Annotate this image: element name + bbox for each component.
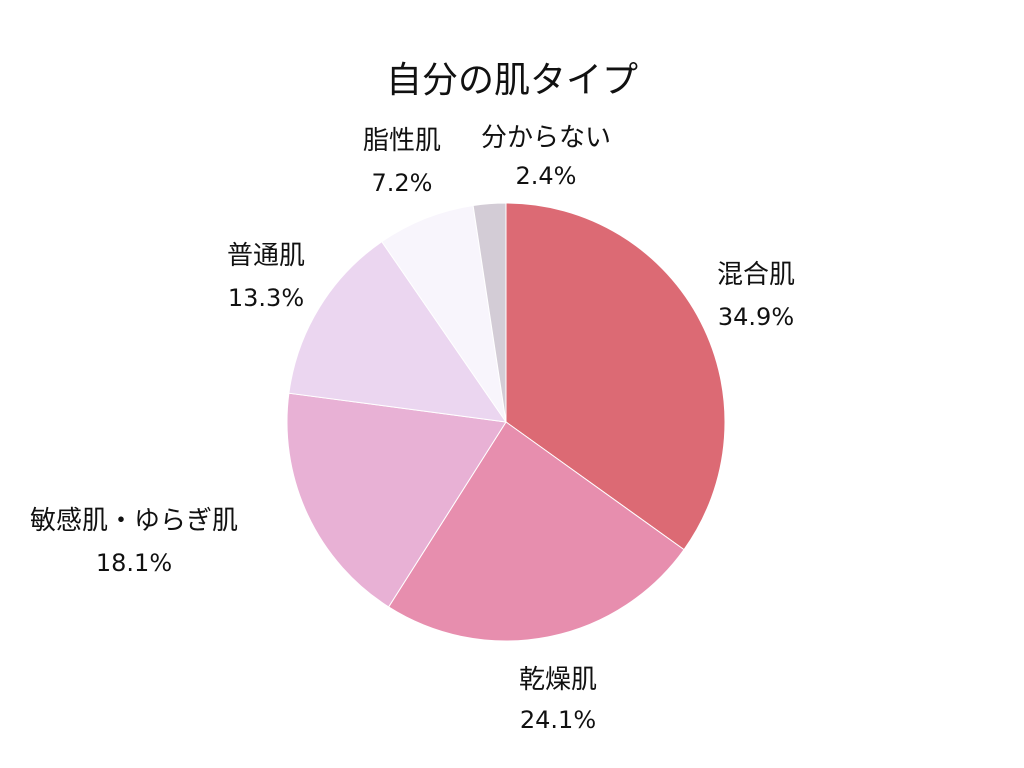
slice-value-label: 7.2% xyxy=(372,169,433,197)
slice-category-label: 乾燥肌 xyxy=(519,665,597,695)
slice-category-label: 普通肌 xyxy=(227,241,305,271)
slice-value-label: 34.9% xyxy=(718,303,794,331)
pie-slice xyxy=(505,202,726,551)
pie-labels: 混合肌 34.9% 乾燥肌 24.1% 敏感肌・ゆらぎ肌 18.1% 普通肌 13.3% 脂性肌… xyxy=(30,123,795,734)
pie-slice xyxy=(387,421,685,642)
pie-slice xyxy=(288,240,508,423)
pie-slice xyxy=(286,392,507,608)
pie-slice xyxy=(381,204,507,423)
pie-slice xyxy=(472,202,507,423)
slice-value-label: 2.4% xyxy=(516,162,577,190)
slice-category-label: 分からない xyxy=(481,123,611,153)
slice-value-label: 24.1% xyxy=(520,706,596,734)
slice-value-label: 18.1% xyxy=(96,549,172,577)
slice-value-label: 13.3% xyxy=(228,284,304,312)
slice-category-label: 脂性肌 xyxy=(363,126,441,156)
pie-slices xyxy=(286,202,726,642)
slice-category-label: 敏感肌・ゆらぎ肌 xyxy=(30,506,238,536)
slice-category-label: 混合肌 xyxy=(717,260,795,290)
chart-title: 自分の肌タイプ xyxy=(386,60,638,101)
